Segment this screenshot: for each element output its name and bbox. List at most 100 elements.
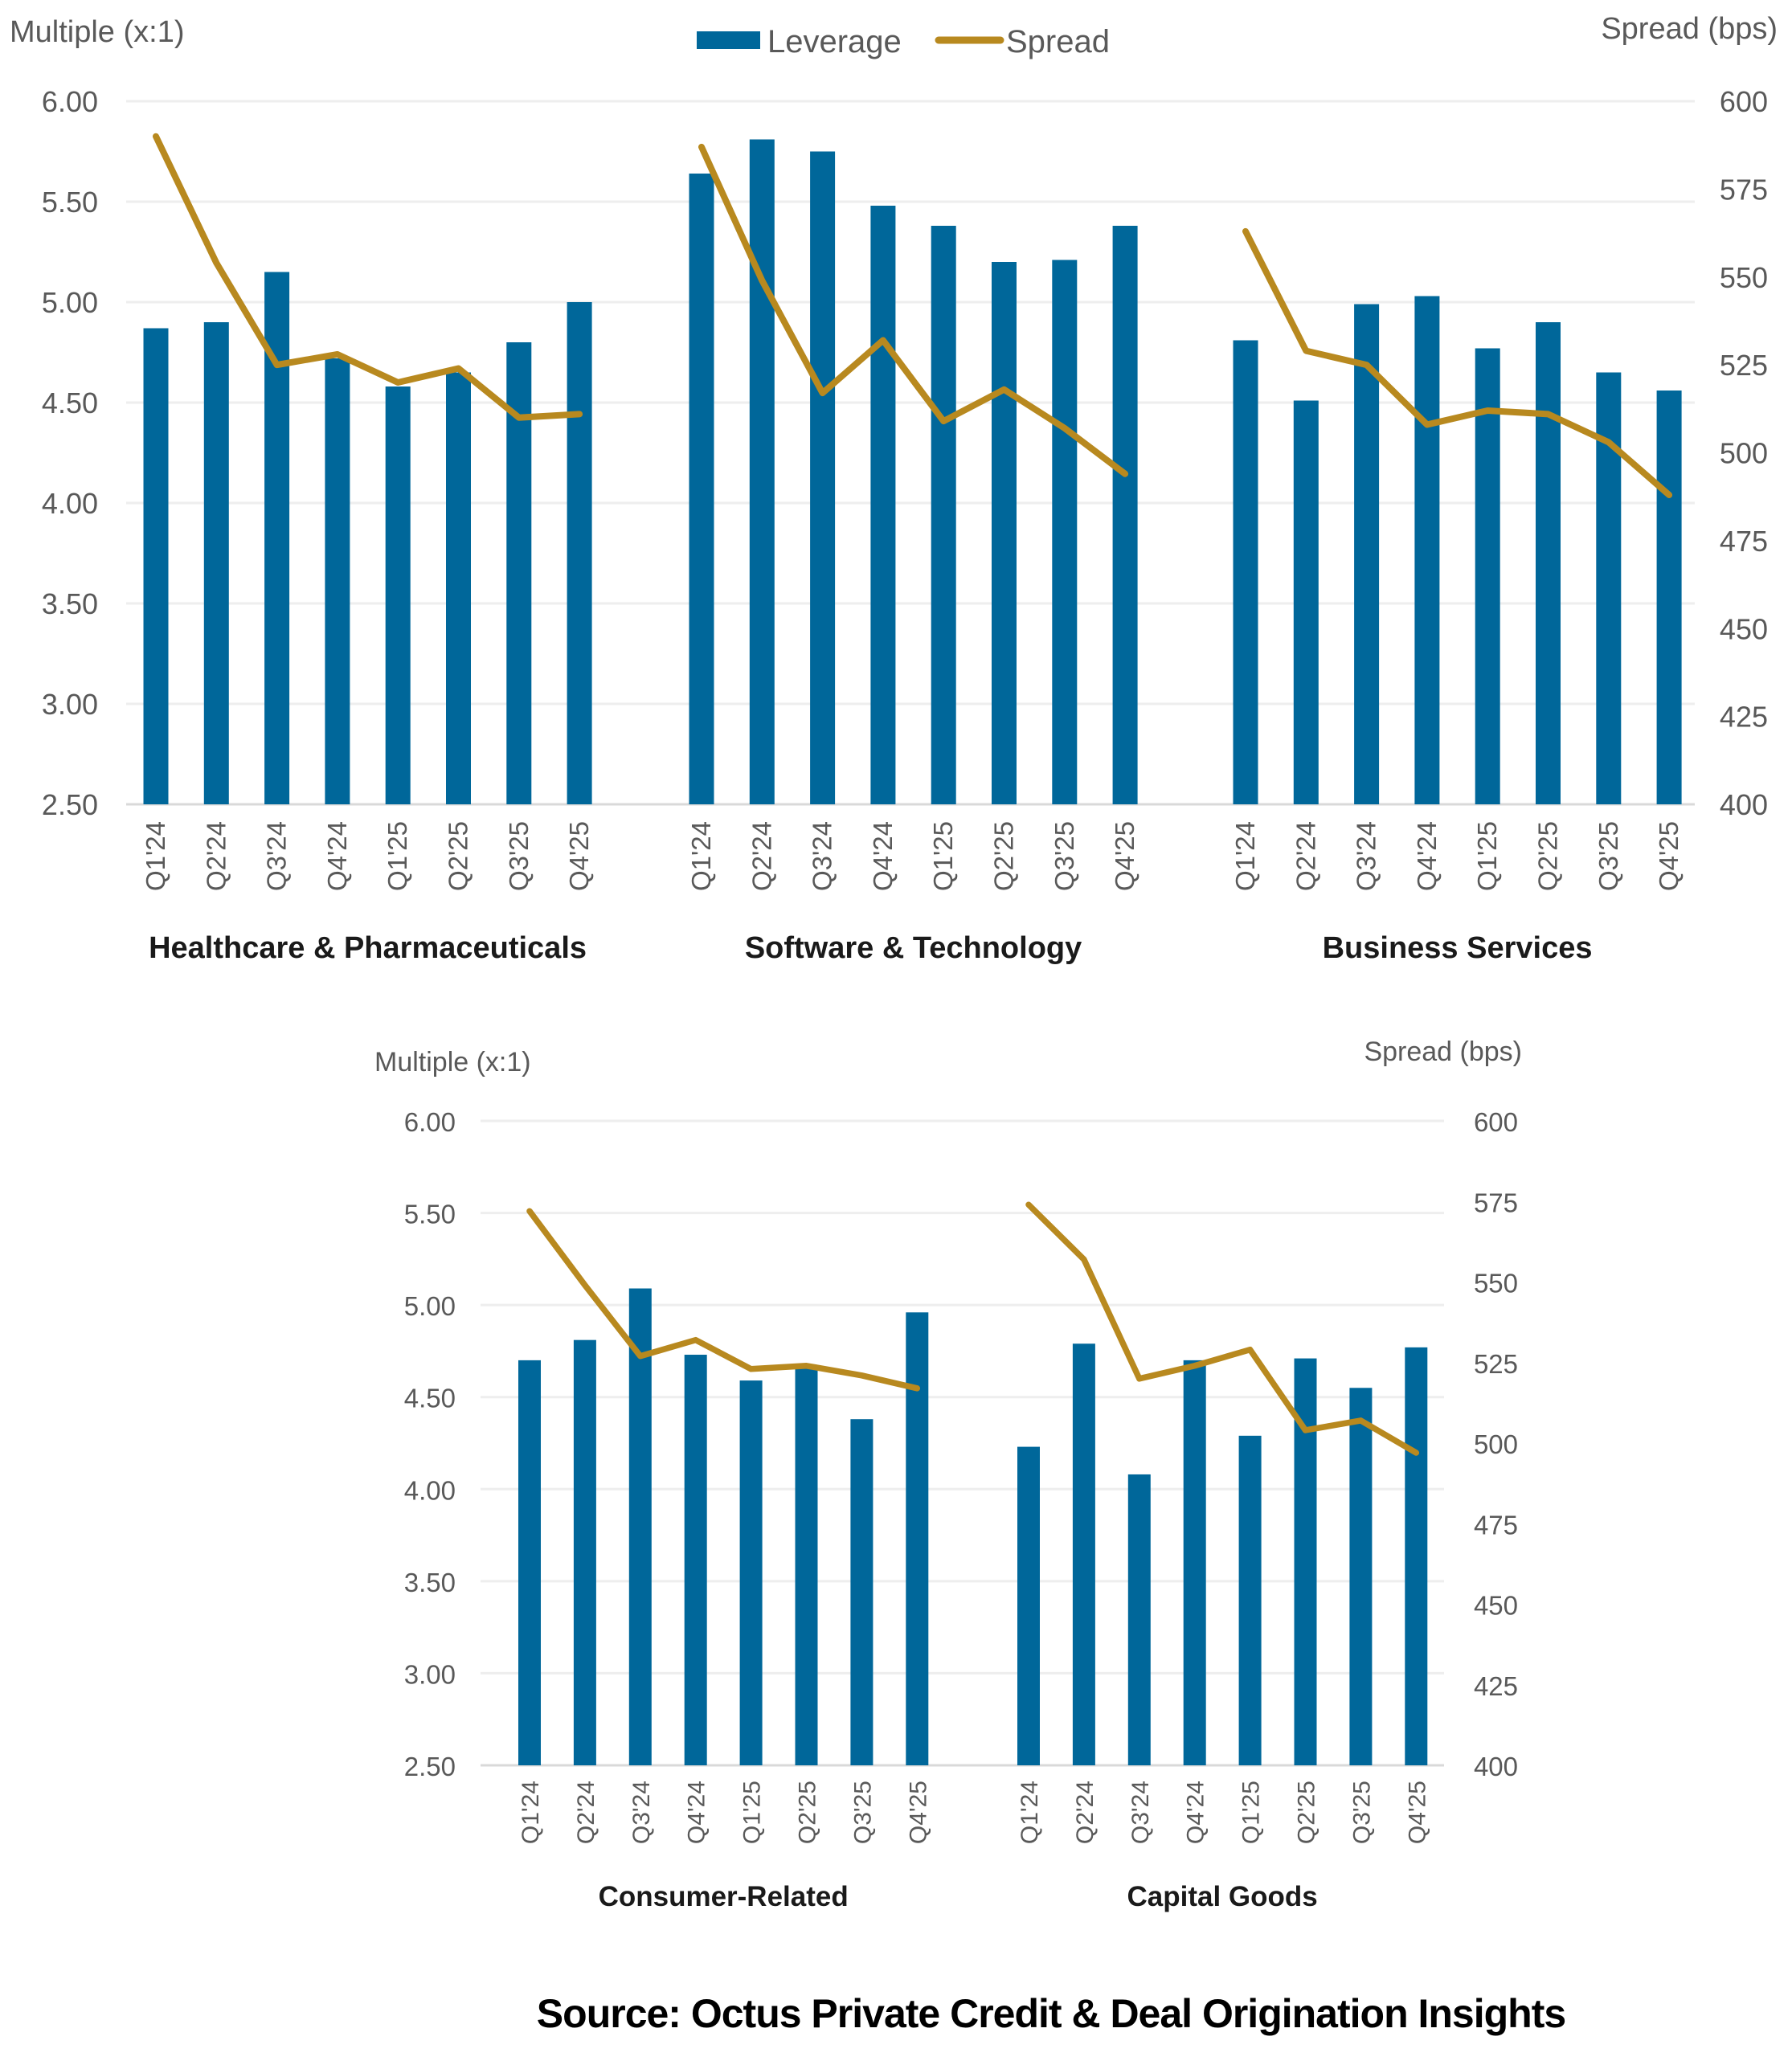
leverage-bar [796, 1368, 818, 1765]
bottom-right-axis-title: Spread (bps) [1364, 1037, 1522, 1067]
x-axis-tick-label: Q3'24 [628, 1781, 655, 1844]
x-axis-tick-label: Q4'25 [1404, 1781, 1430, 1844]
x-axis-tick-label: Q2'25 [1533, 821, 1563, 891]
top-chart-row: Multiple (x:1) Spread (bps) 2.503.003.50… [10, 12, 1778, 965]
leverage-bar [931, 226, 956, 804]
leverage-bar [204, 322, 229, 804]
x-axis-tick-label: Q2'25 [1294, 1781, 1320, 1844]
right-axis-tick-label: 525 [1720, 349, 1768, 382]
panel-title: Healthcare & Pharmaceuticals [149, 931, 587, 965]
leverage-bar [1414, 296, 1439, 805]
legend-spread-label: Spread [1006, 24, 1110, 59]
leverage-bar [1657, 391, 1682, 804]
x-axis-tick-label: Q4'25 [564, 821, 594, 891]
x-axis-tick-label: Q3'25 [849, 1781, 876, 1844]
x-axis-tick-label: Q1'25 [1472, 821, 1502, 891]
right-axis-tick-label: 525 [1474, 1349, 1518, 1379]
leverage-bar [1113, 226, 1138, 804]
x-axis-tick-label: Q1'24 [518, 1781, 544, 1844]
leverage-bar [1052, 260, 1077, 805]
leverage-bar [144, 329, 169, 805]
x-axis-tick-label: Q4'24 [1412, 821, 1442, 891]
leverage-bar [1073, 1343, 1095, 1765]
leverage-bar [386, 386, 411, 804]
panel-title: Business Services [1323, 931, 1593, 965]
right-axis-tick-label: 600 [1720, 85, 1768, 118]
bottom-chart-row: Multiple (x:1) Spread (bps) 2.503.003.50… [374, 1037, 1522, 1912]
x-axis-tick-label: Q4'25 [1654, 821, 1684, 891]
x-axis-tick-label: Q3'25 [1594, 821, 1623, 891]
x-axis-tick-label: Q1'24 [1230, 821, 1260, 891]
x-axis-tick-label: Q4'24 [322, 821, 352, 891]
legend: Leverage Spread [697, 24, 1110, 59]
right-axis-tick-label: 575 [1720, 173, 1768, 206]
left-axis-tick-label: 4.00 [42, 487, 98, 520]
x-axis-tick-label: Q1'24 [686, 821, 716, 891]
leverage-bar [1354, 305, 1379, 805]
leverage-bar [629, 1289, 652, 1765]
left-axis-tick-label: 3.00 [404, 1659, 456, 1689]
right-axis-tick-label: 425 [1474, 1671, 1518, 1701]
leverage-bar [850, 1419, 873, 1765]
right-axis-tick-label: 400 [1720, 788, 1768, 821]
x-axis-tick-label: Q4'25 [905, 1781, 931, 1844]
left-axis-tick-label: 2.50 [42, 788, 98, 821]
bottom-left-axis-title: Multiple (x:1) [374, 1047, 531, 1078]
leverage-bar [574, 1340, 596, 1765]
right-axis-tick-label: 600 [1474, 1107, 1518, 1137]
leverage-bar [567, 302, 592, 804]
right-axis-tick-label: 475 [1474, 1510, 1518, 1540]
x-axis-tick-label: Q2'25 [444, 821, 473, 891]
x-axis-tick-label: Q3'25 [1049, 821, 1079, 891]
x-axis-tick-label: Q2'24 [1291, 821, 1320, 891]
x-axis-tick-label: Q3'24 [808, 821, 837, 891]
legend-leverage-swatch [697, 31, 760, 49]
leverage-bar [518, 1360, 541, 1765]
x-axis-tick-label: Q1'24 [1017, 1781, 1043, 1844]
leverage-bar [1234, 341, 1258, 805]
right-axis-tick-label: 550 [1474, 1269, 1518, 1298]
leverage-bar [1294, 401, 1319, 805]
left-axis-tick-label: 4.50 [404, 1384, 456, 1413]
x-axis-tick-label: Q4'24 [868, 821, 898, 891]
source-note: Source: Octus Private Credit & Deal Orig… [537, 1991, 1565, 2036]
right-axis-tick-label: 450 [1474, 1591, 1518, 1621]
right-axis-tick-label: 400 [1474, 1752, 1518, 1781]
x-axis-tick-label: Q1'25 [1238, 1781, 1265, 1844]
right-axis-tick-label: 500 [1474, 1429, 1518, 1459]
x-axis-tick-label: Q1'25 [383, 821, 412, 891]
leverage-bar [992, 262, 1017, 804]
panel-title: Capital Goods [1127, 1881, 1318, 1912]
x-axis-tick-label: Q2'24 [201, 821, 231, 891]
x-axis-tick-label: Q2'24 [573, 1781, 599, 1844]
top-left-axis-ticks: 2.503.003.504.004.505.005.506.00 [42, 85, 98, 821]
bottom-left-axis-ticks: 2.503.003.504.004.505.005.506.00 [404, 1107, 456, 1781]
leverage-bar [1536, 322, 1561, 804]
leverage-bar [740, 1380, 763, 1765]
leverage-bar [906, 1312, 928, 1765]
leverage-bar [325, 358, 350, 804]
leverage-bar [1239, 1436, 1262, 1765]
legend-leverage-label: Leverage [767, 24, 902, 59]
right-axis-tick-label: 575 [1474, 1188, 1518, 1217]
top-left-axis-title: Multiple (x:1) [10, 15, 185, 49]
left-axis-tick-label: 4.00 [404, 1475, 456, 1505]
x-axis-tick-label: Q4'25 [1110, 821, 1139, 891]
left-axis-tick-label: 4.50 [42, 386, 98, 419]
x-axis-tick-label: Q2'25 [795, 1781, 821, 1844]
leverage-bar [1349, 1388, 1372, 1765]
leverage-bar [1475, 349, 1500, 805]
bottom-right-axis-ticks: 400 425 450 475 500 525 550 575 600 [1474, 1107, 1518, 1781]
leverage-bar [446, 373, 471, 805]
leverage-bar [870, 206, 895, 804]
left-axis-tick-label: 5.50 [42, 186, 98, 219]
left-axis-tick-label: 3.00 [42, 688, 98, 721]
leverage-bar [1184, 1360, 1206, 1765]
leverage-bar [1405, 1347, 1427, 1765]
x-axis-tick-label: Q1'25 [739, 1781, 766, 1844]
